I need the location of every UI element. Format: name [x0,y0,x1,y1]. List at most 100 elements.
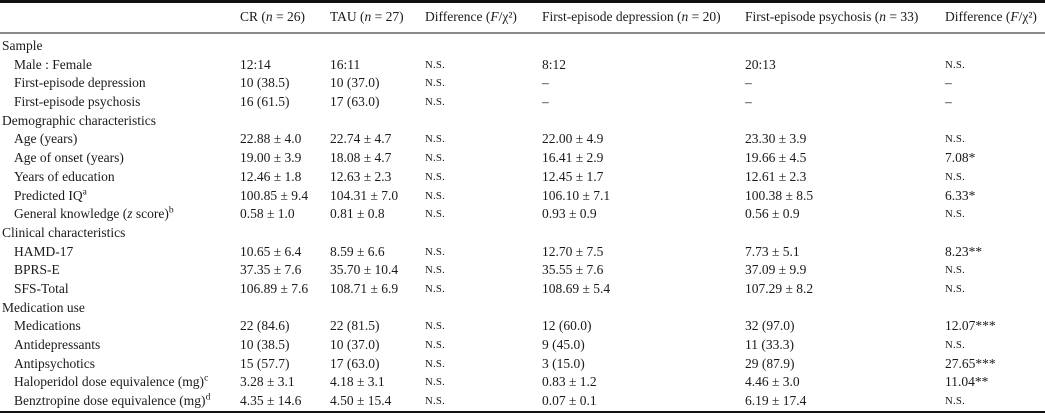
table-cell: 16.41 ± 2.9 [542,150,604,166]
table-cell: 19.00 ± 3.9 [240,150,302,166]
table-cell: 19.66 ± 4.5 [745,150,807,166]
table-cell: N.S. [945,264,966,277]
row-label: Antipsychotics [14,355,95,371]
table-cell: 12.61 ± 2.3 [745,168,807,184]
table-cell: 0.81 ± 0.8 [330,206,385,222]
table-cell: N.S. [425,395,446,408]
table-cell: 22.74 ± 4.7 [330,131,392,147]
table-cell: 12:14 [240,56,271,72]
table-cell: 4.18 ± 3.1 [330,374,385,390]
table-cell: 22.00 ± 4.9 [542,131,604,147]
table-row: General knowledge (z score)b 0.58 ± 1.0 0.… [0,205,1045,224]
table-cell: N.S. [425,96,446,109]
table-cell: 35.55 ± 7.6 [542,262,604,278]
table-cell: 100.38 ± 8.5 [745,187,814,203]
table-row: Antidepressants 10 (38.5) 10 (37.0) N.S. 9 (… [0,336,1045,355]
table-cell: – [745,94,752,110]
table-cell: 108.69 ± 5.4 [542,280,611,296]
column-header-first-episode-psychosis: First-episode psychosis (n = 33) [743,8,943,27]
table-cell: 104.31 ± 7.0 [330,187,399,203]
table-cell: 4.35 ± 14.6 [240,393,302,409]
table-cell: 8.59 ± 6.6 [330,243,385,259]
table-cell: 37.09 ± 9.9 [745,262,807,278]
table-cell: 10 (38.5) [240,75,290,91]
table-cell: N.S. [425,245,446,258]
row-label: Haloperidol dose equivalence (mg)c [14,373,209,390]
table-cell: 9 (45.0) [542,337,585,352]
row-label: Age (years) [14,131,78,147]
table-cell: 0.07 ± 0.1 [542,393,597,409]
footnote-marker: b [168,205,174,216]
column-header-var: n [879,9,886,25]
table-cell: N.S. [425,320,446,333]
table-body: Sample Male : Female 12:14 16:11 N.S. 8:12 20:… [0,34,1045,413]
table-cell: 15 (57.7) [240,355,290,371]
table-cell: 0.83 ± 1.2 [542,374,597,390]
table-cell: 10 (37.0) [330,337,380,352]
column-header-text: CR ( [240,9,266,25]
table-cell: N.S. [425,376,446,389]
footnote-marker: d [205,392,211,403]
column-header-text: = 26) [272,9,305,25]
footnote-marker: a [82,187,87,197]
table-cell: 10.65 ± 6.4 [240,243,302,259]
table-cell: N.S. [945,395,966,408]
table-cell: 35.70 ± 10.4 [330,262,399,278]
row-label: SFS-Total [14,280,69,296]
table-cell: 37.35 ± 7.6 [240,262,302,278]
column-header-var: n [364,9,372,25]
table-row: Benztropine dose equivalence (mg)d 4.35 ±… [0,392,1045,411]
column-header-var: n [681,9,689,25]
column-header-text: First-episode psychosis ( [745,9,880,25]
row-label: Years of education [14,168,115,184]
table-cell: – [542,75,549,91]
table-cell: N.S. [945,133,966,146]
row-label-var: z [127,206,133,222]
table-cell: 106.89 ± 7.6 [240,280,309,296]
table-cell: 12 (60.0) [542,318,592,334]
table-cell: 7.73 ± 5.1 [745,243,800,259]
section-header-label: Medication use [2,299,85,315]
table-cell: 29 (87.9) [745,355,795,371]
table-cell: 12.07*** [945,318,996,334]
table-cell: 4.46 ± 3.0 [745,374,800,390]
row-label: First-episode depression [14,75,146,91]
table-cell: N.S. [425,282,446,295]
table-row: First-episode psychosis 16 (61.5) 17 (63.0… [0,93,1045,112]
table-cell: 12.46 ± 1.8 [240,168,302,184]
table-cell: 27.65*** [945,355,996,371]
table-header-row: CR (n = 26) TAU (n = 27) Difference (F/χ… [0,3,1045,34]
row-label: First-episode psychosis [14,94,141,110]
column-header-var: n [265,9,273,25]
column-header-text: Difference ( [425,9,491,25]
row-label: Predicted IQa [14,187,87,203]
table-row: Age (years) 22.88 ± 4.0 22.74 ± 4.7 N.S. 22.… [0,130,1045,149]
table-cell: N.S. [425,58,446,71]
table-cell: 12.63 ± 2.3 [330,168,392,184]
section-header-row: Sample [0,37,1045,56]
table-cell: N.S. [945,282,966,295]
row-label: Benztropine dose equivalence (mg)d [14,392,211,409]
column-header-cr: CR (n = 26) [238,8,328,27]
section-header-label: Sample [2,38,43,53]
table-cell: N.S. [425,133,446,146]
table-cell: 7.08* [945,150,976,166]
column-header-text: TAU ( [330,9,365,25]
table-cell: 6.19 ± 17.4 [745,393,807,409]
column-header-tau: TAU (n = 27) [328,8,423,27]
table-cell: – [945,75,952,91]
table-row: Antipsychotics 15 (57.7) 17 (63.0) N.S. 3 (1… [0,355,1045,374]
table-cell: N.S. [425,357,446,370]
row-label: Medications [14,318,81,334]
column-header-var: F [490,9,499,25]
table-cell: 8:12 [542,56,567,72]
table-row: Years of education 12.46 ± 1.8 12.63 ± 2.3… [0,168,1045,187]
column-header-text: /χ²) [498,9,517,25]
table-row: HAMD-17 10.65 ± 6.4 8.59 ± 6.6 N.S. 12.70 ± … [0,243,1045,262]
table-row: Predicted IQa 100.85 ± 9.4 104.31 ± 7.0 N.S… [0,187,1045,206]
column-header-first-episode-depression: First-episode depression (n = 20) [540,8,743,27]
table-cell: 20:13 [745,56,776,72]
table-cell: 32 (97.0) [745,318,795,334]
